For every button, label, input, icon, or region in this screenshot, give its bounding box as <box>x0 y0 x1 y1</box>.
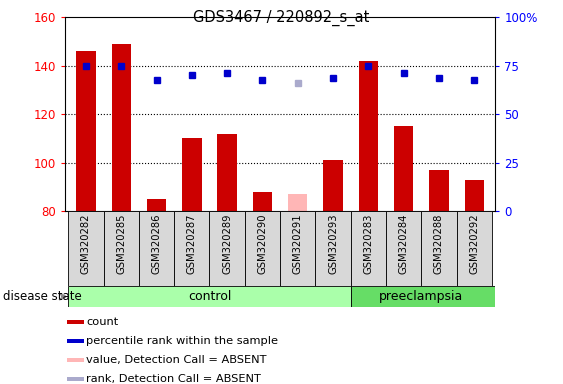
Text: GSM320293: GSM320293 <box>328 214 338 274</box>
Bar <box>245 211 280 286</box>
Bar <box>323 160 343 211</box>
Text: GSM320284: GSM320284 <box>399 214 409 274</box>
Bar <box>104 211 139 286</box>
Bar <box>351 211 386 286</box>
Bar <box>182 139 202 211</box>
Bar <box>288 194 307 211</box>
Bar <box>421 211 457 286</box>
Text: preeclampsia: preeclampsia <box>379 290 463 303</box>
Bar <box>394 126 413 211</box>
Bar <box>111 44 131 211</box>
Bar <box>457 211 492 286</box>
Text: GSM320285: GSM320285 <box>116 214 126 274</box>
Bar <box>68 286 351 307</box>
Bar <box>209 211 245 286</box>
Text: percentile rank within the sample: percentile rank within the sample <box>86 336 278 346</box>
Bar <box>351 286 495 307</box>
Text: value, Detection Call = ABSENT: value, Detection Call = ABSENT <box>86 355 267 365</box>
Text: GSM320291: GSM320291 <box>293 214 303 274</box>
Bar <box>280 211 315 286</box>
Bar <box>253 192 272 211</box>
Bar <box>217 134 237 211</box>
Text: count: count <box>86 317 118 327</box>
Bar <box>429 170 449 211</box>
Text: GSM320286: GSM320286 <box>151 214 162 274</box>
Text: GSM320290: GSM320290 <box>257 214 267 274</box>
Text: GSM320282: GSM320282 <box>81 214 91 274</box>
Text: GSM320292: GSM320292 <box>469 214 479 274</box>
Bar <box>67 339 84 343</box>
Bar <box>386 211 421 286</box>
Bar <box>139 211 174 286</box>
Text: GSM320287: GSM320287 <box>187 214 197 274</box>
Bar <box>315 211 351 286</box>
Text: GSM320283: GSM320283 <box>363 214 373 274</box>
Bar <box>76 51 96 211</box>
Text: rank, Detection Call = ABSENT: rank, Detection Call = ABSENT <box>86 374 261 384</box>
Bar <box>67 319 84 324</box>
Text: control: control <box>188 290 231 303</box>
Text: GSM320289: GSM320289 <box>222 214 232 274</box>
Text: GDS3467 / 220892_s_at: GDS3467 / 220892_s_at <box>193 10 370 26</box>
Bar <box>359 61 378 211</box>
Bar <box>147 199 166 211</box>
Bar <box>464 180 484 211</box>
Bar <box>68 211 104 286</box>
Text: GSM320288: GSM320288 <box>434 214 444 274</box>
Text: disease state: disease state <box>3 290 82 303</box>
Bar <box>67 358 84 362</box>
Bar <box>174 211 209 286</box>
Bar <box>67 377 84 381</box>
